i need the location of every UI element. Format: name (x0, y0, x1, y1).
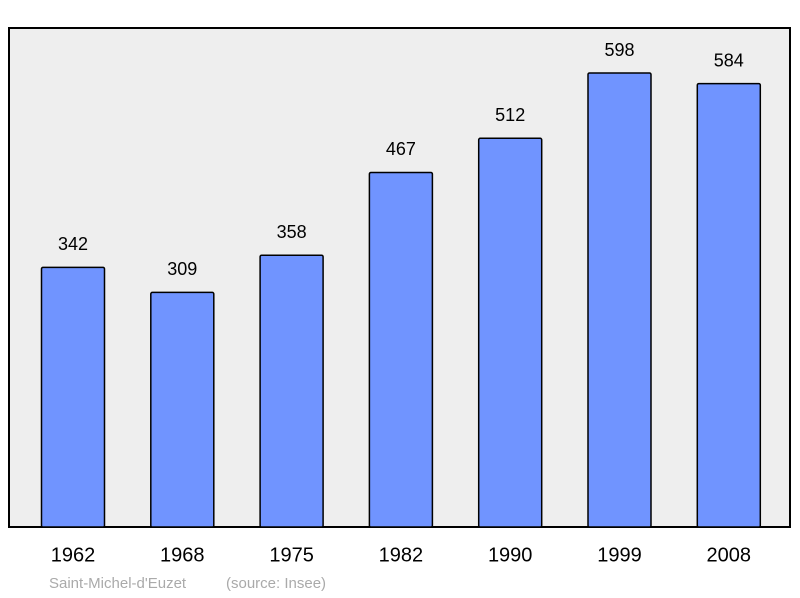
bar (40, 266, 106, 528)
x-tick-label: 1968 (160, 544, 205, 566)
x-tick-label: 1982 (379, 544, 424, 566)
bar (587, 72, 652, 528)
value-label: 342 (58, 234, 88, 254)
source: (source: Insee) (226, 575, 326, 592)
value-label: 358 (277, 222, 307, 242)
x-tick-label: 1990 (488, 544, 533, 566)
value-label: 309 (167, 259, 197, 279)
bar (259, 254, 324, 528)
x-tick-label: 1962 (51, 544, 96, 566)
bar (696, 82, 762, 528)
bar (368, 171, 434, 528)
caption: Saint-Michel-d'Euzet (49, 575, 187, 592)
value-label: 598 (604, 40, 634, 60)
value-label: 584 (714, 50, 744, 70)
x-tick-label: 1975 (269, 544, 314, 566)
x-tick-label: 1999 (597, 544, 642, 566)
value-label: 512 (495, 105, 525, 125)
x-tick-label: 2008 (707, 544, 752, 566)
bar (150, 291, 215, 528)
value-label: 467 (386, 139, 416, 159)
bar (477, 137, 543, 528)
